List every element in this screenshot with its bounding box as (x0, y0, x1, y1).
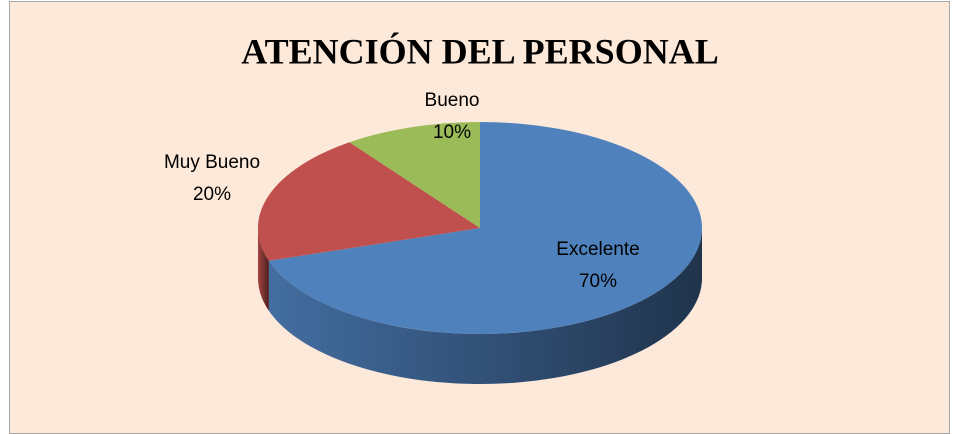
slice-side-shade (268, 228, 702, 385)
slice (268, 122, 702, 334)
slice-side-shade (258, 228, 269, 311)
data-label-value: 20% (193, 184, 231, 205)
slice (258, 142, 480, 261)
data-label-name: Muy Bueno (164, 152, 260, 173)
chart-title: ATENCIÓN DEL PERSONAL (241, 31, 718, 71)
data-label-value: 70% (579, 271, 617, 292)
data-label-name: Excelente (556, 239, 639, 260)
data-label-name: Bueno (425, 90, 480, 111)
slice (349, 122, 480, 228)
data-label-value: 10% (433, 122, 471, 143)
